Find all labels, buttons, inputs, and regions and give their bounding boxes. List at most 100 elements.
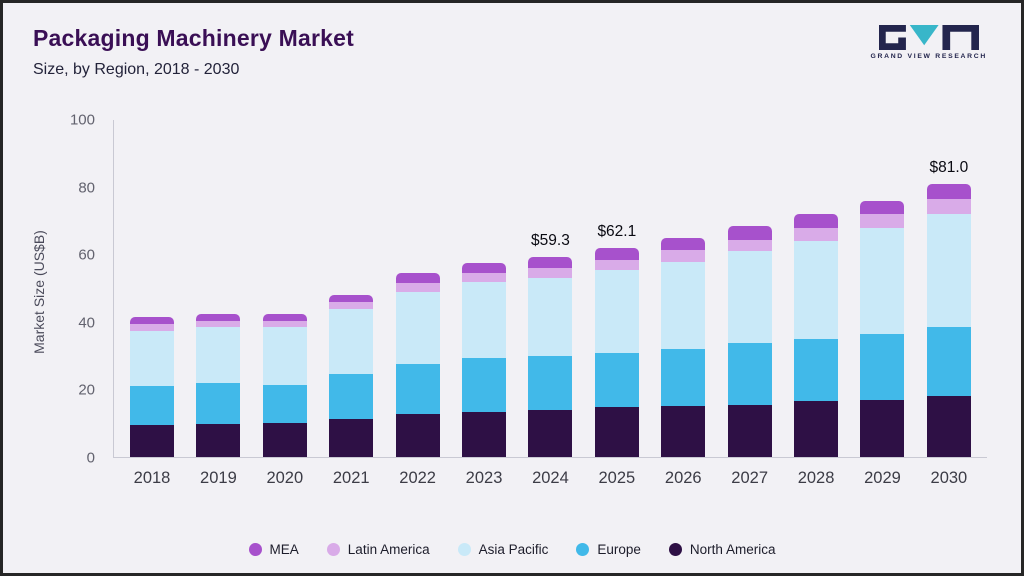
bar-segment-europe <box>329 374 374 419</box>
bar-segment-north-america <box>462 411 507 457</box>
bar-segment-asia-pacific <box>262 327 307 385</box>
bar-segment-asia-pacific <box>130 330 174 386</box>
bar-segment-asia-pacific <box>727 251 772 344</box>
y-axis-title: Market Size (US$B) <box>31 230 47 354</box>
bar-segment-latin-america <box>395 283 440 292</box>
bar-segment-mea <box>926 184 971 200</box>
gvr-logo-mark <box>878 25 979 50</box>
total-value-label: $81.0 <box>929 159 969 177</box>
y-tick-label: 100 <box>69 111 95 129</box>
x-tick-label: 2021 <box>332 469 370 487</box>
bar-segment-europe <box>462 357 507 412</box>
legend-label: North America <box>689 542 776 557</box>
bar-segment-latin-america <box>329 302 374 309</box>
bar-segment-asia-pacific <box>196 327 241 383</box>
bar-segment-mea <box>727 226 772 240</box>
legend-item-europe: Europe <box>576 542 641 557</box>
bar-segment-asia-pacific <box>528 278 573 356</box>
legend: MEA Latin America Asia Pacific Europe North … <box>3 542 1021 557</box>
stacked-bar-2023 <box>462 263 507 457</box>
bar-segment-europe <box>794 339 839 402</box>
bar-segment-europe <box>727 343 772 405</box>
bar-segment-europe <box>130 385 174 425</box>
x-tick-label: 2023 <box>465 469 503 487</box>
bar-column-2019: 2019 <box>196 120 241 487</box>
bar-column-2022: 2022 <box>395 120 440 487</box>
stacked-bar-2022 <box>395 273 440 457</box>
bar-segment-latin-america <box>860 214 905 228</box>
bar-segment-latin-america <box>926 199 971 215</box>
bar-segment-latin-america <box>262 321 307 328</box>
bar-segment-north-america <box>262 423 307 457</box>
plot-area: 2018 2019 2020 2021 2022 2023 $59.3 2024 $62.1 20… <box>113 120 987 487</box>
stacked-bar-2025 <box>594 247 639 457</box>
bar-segment-asia-pacific <box>860 227 905 335</box>
legend-label: Asia Pacific <box>478 542 549 557</box>
bar-segment-north-america <box>794 401 839 457</box>
bar-segment-mea <box>594 247 639 260</box>
bar-segment-asia-pacific <box>462 281 507 358</box>
bar-column-2020: 2020 <box>262 120 307 487</box>
stacked-bar-2024 <box>528 257 573 457</box>
y-axis: 0 20 40 60 80 100 <box>55 112 103 467</box>
bar-segment-mea <box>661 238 706 250</box>
bar-segment-asia-pacific <box>329 308 374 375</box>
bar-segment-north-america <box>196 423 241 457</box>
x-tick-label: 2020 <box>266 469 304 487</box>
bar-column-2024: $59.3 2024 <box>528 120 573 487</box>
bar-segment-asia-pacific <box>395 291 440 365</box>
bar-segment-north-america <box>395 413 440 457</box>
bar-segment-asia-pacific <box>926 214 971 328</box>
x-tick-label: 2029 <box>864 469 901 487</box>
stacked-bar-2021 <box>329 295 374 457</box>
bar-segment-mea <box>196 313 241 321</box>
bar-segment-mea <box>462 263 507 274</box>
y-tick-label: 0 <box>86 449 95 467</box>
bar-segment-north-america <box>130 424 174 457</box>
y-tick-label: 40 <box>78 314 95 332</box>
bar-column-2018: 2018 <box>130 120 174 487</box>
bar-segment-asia-pacific <box>594 270 639 353</box>
legend-label: MEA <box>269 542 299 557</box>
bar-segment-north-america <box>329 418 374 457</box>
stacked-bar-2019 <box>196 313 241 457</box>
stacked-bar-2030 <box>926 184 971 457</box>
bar-column-2028: 2028 <box>794 120 839 487</box>
bar-segment-mea <box>395 273 440 284</box>
y-tick-label: 20 <box>78 381 95 399</box>
bar-segment-north-america <box>661 406 706 457</box>
bar-segment-latin-america <box>196 320 241 328</box>
total-value-label: $62.1 <box>597 222 637 240</box>
x-tick-label: 2019 <box>200 469 237 487</box>
x-tick-label: 2018 <box>133 469 171 487</box>
bar-segment-mea <box>860 200 905 215</box>
bar-column-2029: 2029 <box>860 120 905 487</box>
bar-segment-mea <box>130 317 174 324</box>
legend-item-asia-pacific: Asia Pacific <box>457 542 549 557</box>
x-tick-label: 2025 <box>598 469 636 487</box>
legend-label: Latin America <box>347 542 430 557</box>
bar-segment-asia-pacific <box>661 261 706 350</box>
bar-segment-asia-pacific <box>794 241 839 340</box>
bar-segment-europe <box>528 355 573 410</box>
x-tick-label: 2022 <box>399 469 436 487</box>
stacked-bar-2029 <box>860 200 905 457</box>
bar-segment-latin-america <box>594 259 639 270</box>
bar-column-2030: $81.0 2030 <box>926 120 971 487</box>
bar-column-2023: 2023 <box>462 120 507 487</box>
bar-segment-north-america <box>926 396 971 457</box>
bar-segment-latin-america <box>462 273 507 282</box>
bar-segment-europe <box>926 327 971 397</box>
bar-segment-mea <box>794 214 839 228</box>
total-value-label: $59.3 <box>531 232 570 250</box>
bar-segment-latin-america <box>661 249 706 262</box>
bar-segment-north-america <box>528 409 573 457</box>
bar-segment-mea <box>262 313 307 322</box>
bar-column-2027: 2027 <box>727 120 772 487</box>
titles: Packaging Machinery Market Size, by Regi… <box>33 25 354 79</box>
header: Packaging Machinery Market Size, by Regi… <box>33 25 987 79</box>
bar-segment-latin-america <box>130 323 174 331</box>
bar-segment-europe <box>860 334 905 400</box>
bar-column-2021: 2021 <box>329 120 374 487</box>
